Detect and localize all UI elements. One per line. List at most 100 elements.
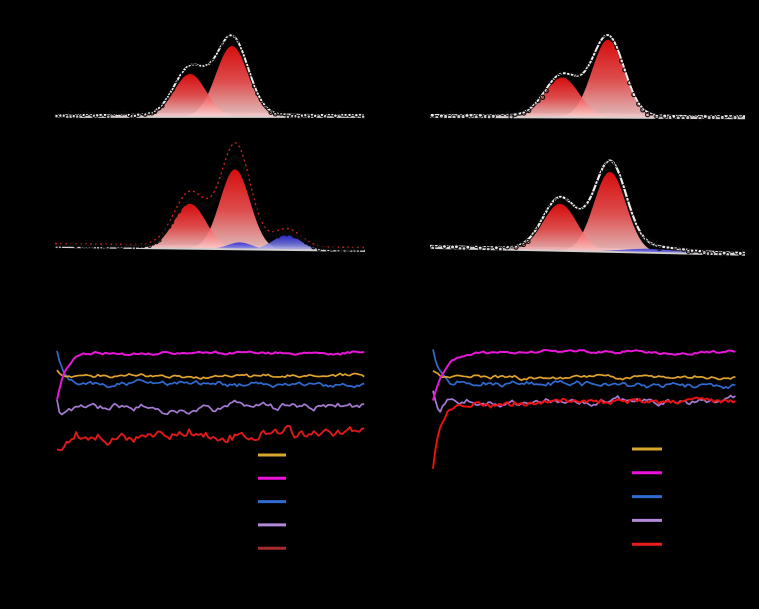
data-point-marker <box>342 248 347 253</box>
data-point-marker <box>548 201 554 207</box>
data-point-marker <box>350 111 356 116</box>
data-point-marker <box>429 112 435 118</box>
data-point-marker <box>477 112 483 118</box>
data-point-marker <box>163 228 168 233</box>
data-point-marker <box>583 64 589 71</box>
data-point-marker <box>147 243 152 248</box>
data-point-marker <box>685 115 691 121</box>
data-point-marker <box>512 111 518 117</box>
data-point-marker <box>596 39 602 46</box>
data-point-marker <box>193 64 199 69</box>
data-point-marker <box>714 248 720 254</box>
data-point-marker <box>98 112 103 118</box>
data-point-marker <box>190 63 196 69</box>
data-point-marker <box>316 246 322 252</box>
data-point-marker <box>446 110 453 117</box>
data-point-marker <box>272 231 277 236</box>
data-point-marker <box>640 107 646 113</box>
data-point-marker <box>509 242 515 248</box>
series-line-purple <box>56 399 365 416</box>
data-point-marker <box>268 110 274 115</box>
data-point-marker <box>499 110 506 117</box>
data-point-marker <box>226 160 232 165</box>
data-point-marker <box>249 196 255 201</box>
data-point-marker <box>689 111 695 117</box>
data-point-marker <box>490 113 496 120</box>
data-point-marker <box>473 114 479 120</box>
data-point-marker <box>434 114 440 121</box>
data-point-marker <box>60 242 66 247</box>
legend-right <box>632 447 662 546</box>
red-component-peak <box>55 74 365 117</box>
data-point-marker <box>591 51 597 57</box>
data-point-marker <box>333 244 339 250</box>
spectrum-top-left <box>54 32 366 120</box>
data-point-marker <box>131 245 137 251</box>
data-point-marker <box>627 80 633 86</box>
data-point-marker <box>135 112 141 117</box>
data-point-marker <box>654 113 660 120</box>
data-point-marker <box>237 157 243 163</box>
timeseries-bottom-left <box>56 350 365 452</box>
data-point-marker <box>355 248 361 254</box>
data-point-marker <box>127 242 133 248</box>
data-point-marker <box>482 113 489 120</box>
data-point-marker <box>569 200 575 206</box>
timeseries-bottom-right <box>432 349 736 469</box>
data-point-marker <box>284 231 289 237</box>
data-point-marker <box>64 114 70 120</box>
data-point-marker <box>203 62 209 67</box>
data-point-marker <box>67 110 73 116</box>
data-point-marker <box>614 162 620 168</box>
data-point-marker <box>156 105 162 111</box>
data-point-marker <box>135 243 140 248</box>
data-point-marker <box>241 53 247 58</box>
data-point-marker <box>261 101 267 107</box>
data-point-marker <box>87 244 92 249</box>
data-point-marker <box>323 245 329 251</box>
data-point-marker <box>157 237 162 243</box>
data-point-marker <box>636 101 642 107</box>
data-point-marker <box>513 244 519 250</box>
data-point-marker <box>159 232 165 237</box>
data-point-marker <box>504 110 511 116</box>
data-point-marker <box>67 242 73 247</box>
red-component-peak <box>430 77 745 119</box>
data-point-marker <box>109 242 114 247</box>
data-point-marker <box>548 78 555 85</box>
data-point-marker <box>105 114 111 120</box>
data-point-marker <box>497 246 503 252</box>
data-point-marker <box>255 91 260 96</box>
data-point-marker <box>195 200 200 206</box>
data-point-marker <box>231 155 236 161</box>
data-point-marker <box>230 35 236 41</box>
data-point-marker <box>662 113 668 119</box>
data-point-marker <box>282 111 287 117</box>
spectrum-mid-right <box>429 159 747 258</box>
data-point-marker <box>618 58 625 64</box>
data-point-marker <box>180 69 186 75</box>
data-point-marker <box>648 109 655 116</box>
data-point-marker <box>465 244 471 250</box>
data-point-marker <box>649 239 655 245</box>
data-point-marker <box>57 244 62 250</box>
data-point-marker <box>729 247 735 253</box>
data-point-marker <box>240 163 246 169</box>
data-point-marker <box>566 195 572 202</box>
data-point-marker <box>173 213 178 219</box>
data-point-marker <box>150 241 156 246</box>
data-point-marker <box>561 195 567 201</box>
data-point-marker <box>529 230 535 236</box>
data-point-marker <box>93 242 98 247</box>
data-point-marker <box>677 244 683 250</box>
data-point-marker <box>543 88 549 94</box>
data-point-marker <box>618 172 624 178</box>
data-point-marker <box>541 211 547 217</box>
data-point-marker <box>214 191 220 197</box>
data-point-marker <box>675 115 681 121</box>
data-point-marker <box>166 91 172 97</box>
data-point-marker <box>715 111 722 118</box>
data-point-marker <box>532 224 539 231</box>
series-line-blue <box>432 349 736 390</box>
data-point-marker <box>312 113 318 119</box>
